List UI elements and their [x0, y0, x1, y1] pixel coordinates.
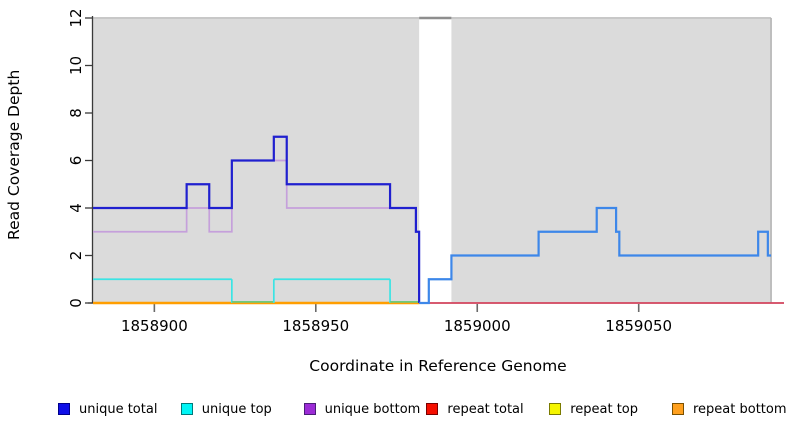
y-tick-label: 4: [67, 203, 85, 213]
legend-label: repeat bottom: [693, 401, 787, 417]
y-tick-label: 0: [67, 298, 85, 308]
x-tick-label: 1859000: [444, 317, 511, 335]
series-unique-total-left: [93, 135, 421, 303]
legend-label: unique total: [79, 401, 158, 417]
x-tick-label: 1858900: [121, 317, 188, 335]
legend: unique total unique top unique bottom repea…: [0, 396, 792, 424]
y-tick-label: 8: [67, 108, 85, 118]
y-tick-label: 6: [67, 156, 85, 166]
coverage-plot-canvas: 0 2 4 6 8 10 12 1858900 1858950 1859000 1859050: [67, 8, 784, 335]
x-tick-label: 1859050: [605, 317, 672, 335]
x-axis-title: Coordinate in Reference Genome: [309, 357, 567, 375]
x-tick-label: 1858950: [282, 317, 349, 335]
legend-item-repeat-bottom: repeat bottom: [672, 396, 787, 422]
legend-item-unique-top: unique top: [180, 396, 272, 422]
legend-label: unique bottom: [324, 401, 421, 417]
legend-item-unique-bottom: unique bottom: [303, 396, 421, 422]
y-axis-title: Read Coverage Depth: [5, 69, 23, 240]
legend-label: repeat total: [447, 401, 524, 417]
legend-swatch-repeat-top: [549, 403, 562, 415]
legend-swatch-repeat-total: [426, 403, 439, 415]
legend-label: repeat top: [570, 401, 638, 417]
legend-swatch-repeat-bottom: [672, 403, 684, 415]
legend-swatch-unique-bottom: [303, 403, 316, 415]
legend-label: unique top: [201, 401, 272, 417]
legend-item-repeat-top: repeat top: [549, 396, 638, 422]
coverage-region-2: [451, 18, 772, 303]
y-tick-label: 10: [67, 56, 85, 75]
legend-item-repeat-total: repeat total: [426, 396, 524, 422]
legend-swatch-unique-total: [58, 403, 70, 415]
y-tick-label: 2: [67, 251, 85, 261]
legend-swatch-unique-top: [180, 403, 193, 415]
y-tick-label: 12: [67, 8, 85, 27]
legend-item-unique-total: unique total: [58, 396, 157, 422]
series-coverage-right: [419, 206, 772, 305]
